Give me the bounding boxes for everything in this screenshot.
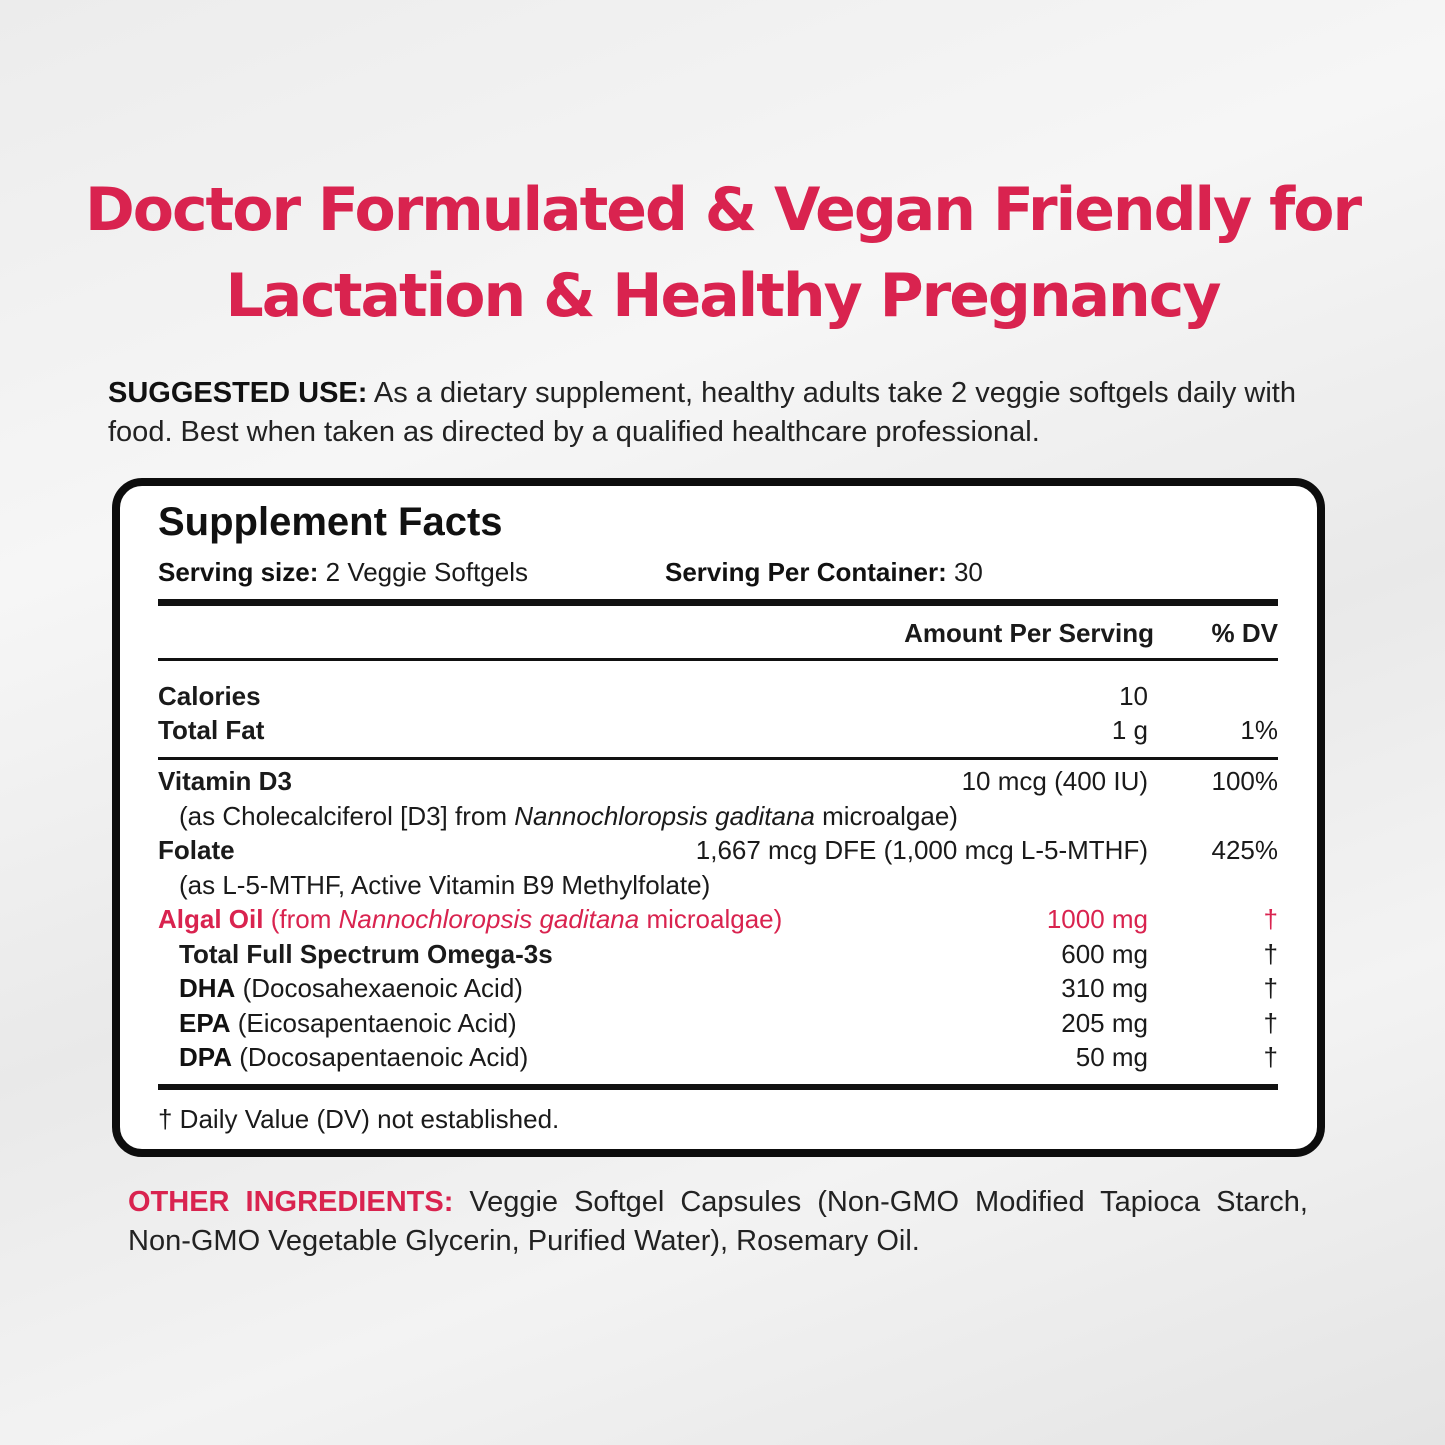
col-amount-header: Amount Per Serving xyxy=(904,618,1154,648)
headline-line1: Doctor Formulated & Vegan Friendly for xyxy=(84,175,1362,245)
suggested-use-text: As a dietary supplement, healthy adults … xyxy=(108,377,1296,448)
serving-size: Serving size: 2 Veggie Softgels xyxy=(158,557,529,587)
headline-line2: Lactation & Healthy Pregnancy xyxy=(225,261,1222,331)
col-dv-header: % DV xyxy=(1211,618,1278,648)
divider xyxy=(158,757,1278,760)
footnote: † Daily Value (DV) not established. xyxy=(158,1104,560,1134)
supplement-facts-title: Supplement Facts xyxy=(158,500,503,544)
suggested-use-label: SUGGESTED USE: xyxy=(108,377,368,409)
divider xyxy=(158,658,1278,661)
other-ingredients-text: Veggie Softgel Capsules (Non-GMO Modifie… xyxy=(128,1186,1308,1257)
supplement-facts-panel xyxy=(112,478,1325,1157)
other-ingredients: OTHER INGREDIENTS: Veggie Softgel Capsul… xyxy=(128,1183,1308,1261)
other-ingredients-label: OTHER INGREDIENTS: xyxy=(128,1186,454,1218)
suggested-use: SUGGESTED USE: As a dietary supplement, … xyxy=(108,374,1338,452)
servings-per-container: Serving Per Container: 30 xyxy=(665,557,983,587)
divider-thick xyxy=(158,1084,1278,1090)
divider-thick xyxy=(158,599,1278,606)
